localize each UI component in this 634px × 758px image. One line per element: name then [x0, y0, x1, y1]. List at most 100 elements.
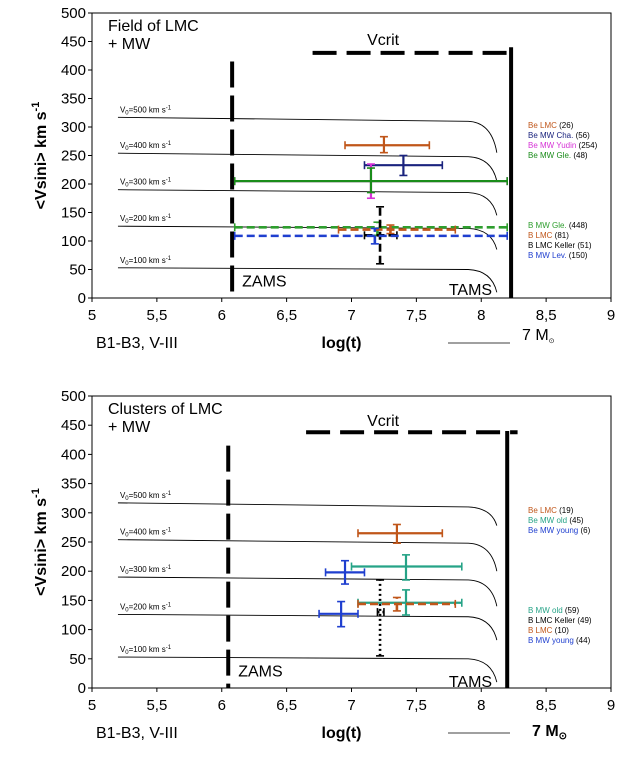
- evolution-track: [117, 116, 498, 153]
- vcrit-label: Vcrit: [367, 32, 400, 49]
- data-series: [376, 579, 385, 657]
- data-series: [350, 554, 463, 581]
- track-label-sup: -1: [166, 256, 172, 262]
- chart-panel-1: 0 50 100 150 200 250 300 350 400 450 500 5 5,5 6 6,5 7 7…: [30, 5, 615, 352]
- x-tick-label: 9: [607, 307, 615, 324]
- mass-legend-label: 7 M⊙: [522, 327, 555, 345]
- x-tick-label: 5: [88, 697, 96, 714]
- legend-entry-name: Be LMC: [528, 506, 557, 515]
- x-tick-label: 8: [477, 307, 485, 324]
- track-label-sub: 0: [125, 146, 129, 152]
- y-tick-label: 300: [61, 119, 86, 136]
- x-tick-label: 7: [347, 697, 355, 714]
- y-tick-label: 200: [61, 176, 86, 193]
- track-label-value: =200 km s: [129, 214, 166, 223]
- chart-panel-2: 0 50 100 150 200 250 300 350 400 450 500 5 5,5 6 6,5 7 7…: [30, 388, 615, 742]
- evolution-track: [117, 613, 498, 641]
- legend-entry-count: (6): [578, 526, 590, 535]
- mass-legend-text: 7 M: [532, 723, 559, 740]
- evolution-track: [117, 502, 498, 526]
- track-label: V0=200 km s-1: [120, 214, 172, 225]
- y-axis-label-sup: -1: [30, 488, 42, 498]
- y-tick-label: 450: [61, 417, 86, 434]
- legend-entry: B MW Lev. (150): [528, 251, 588, 260]
- track-label-value: =300 km s: [129, 178, 166, 187]
- legend-entry: Be LMC (26): [528, 121, 574, 130]
- track-label-sub: 0: [125, 607, 129, 613]
- track-label-value: =400 km s: [129, 528, 166, 537]
- track-label-sub: 0: [125, 219, 129, 225]
- track-label-v: V: [120, 105, 126, 114]
- track-label-sub: 0: [125, 533, 129, 539]
- x-tick-label: 5: [88, 307, 96, 324]
- mass-legend-sun-symbol: ⊙: [549, 338, 555, 345]
- evolution-track: [117, 576, 498, 607]
- legend-entry: B LMC (81): [528, 231, 569, 240]
- mass-legend-sun-symbol: ⊙: [559, 731, 567, 742]
- track-label: V0=200 km s-1: [120, 602, 172, 613]
- legend-entry-count: (26): [557, 121, 574, 130]
- legend-entry-count: (45): [567, 516, 584, 525]
- track-label-v: V: [120, 214, 126, 223]
- zams-label: ZAMS: [238, 663, 282, 680]
- track-label-value: =500 km s: [129, 105, 166, 114]
- bottom-left-label: B1-B3, V-III: [96, 725, 178, 742]
- x-tick-label: 6,5: [276, 307, 297, 324]
- y-axis-label-main: <Vsini> km s: [33, 111, 50, 209]
- mass-legend-label: 7 M⊙: [532, 723, 567, 742]
- panel-title-line1: Clusters of LMC: [108, 401, 223, 418]
- y-tick-label: 150: [61, 205, 86, 222]
- track-label-v: V: [120, 256, 126, 265]
- legend-entry-count: (81): [552, 231, 569, 240]
- legend-entry-name: B MW Lev.: [528, 251, 567, 260]
- legend-entry-count: (10): [552, 626, 569, 635]
- track-label-v: V: [120, 491, 126, 500]
- track-label-v: V: [120, 141, 126, 150]
- legend-entry-count: (51): [575, 241, 592, 250]
- track-label-sub: 0: [125, 496, 129, 502]
- x-tick-label: 6,5: [276, 697, 297, 714]
- panel-title-line2: + MW: [108, 36, 151, 53]
- track-label-v: V: [120, 565, 126, 574]
- track-label-sup: -1: [166, 214, 172, 220]
- x-tick-label: 8,5: [536, 307, 557, 324]
- bottom-left-label: B1-B3, V-III: [96, 335, 178, 352]
- panel-title-line2: + MW: [108, 419, 151, 436]
- y-tick-label: 350: [61, 91, 86, 108]
- y-tick-label: 50: [69, 651, 86, 668]
- evolution-track: [117, 267, 498, 293]
- legend-entry-name: B LMC: [528, 231, 553, 240]
- track-label-sup: -1: [166, 141, 172, 147]
- legend-entry: Be MW Cha. (56): [528, 131, 590, 140]
- x-axis-label: log(t): [322, 335, 362, 352]
- x-tick-label: 6: [218, 307, 226, 324]
- y-tick-label: 350: [61, 476, 86, 493]
- legend-entry-count: (448): [567, 221, 588, 230]
- legend-entry-count: (49): [575, 616, 592, 625]
- y-tick-label: 500: [61, 388, 86, 405]
- tams-label: TAMS: [449, 282, 492, 299]
- y-tick-label: 100: [61, 622, 86, 639]
- track-label-v: V: [120, 602, 126, 611]
- y-tick-label: 450: [61, 34, 86, 51]
- track-label-value: =500 km s: [129, 491, 166, 500]
- legend-entry-name: B MW young: [528, 636, 574, 645]
- track-label-sub: 0: [125, 650, 129, 656]
- track-label-sub: 0: [125, 261, 129, 267]
- y-tick-label: 150: [61, 592, 86, 609]
- data-series: [363, 154, 444, 177]
- tams-label: TAMS: [449, 674, 492, 691]
- y-tick-label: 300: [61, 505, 86, 522]
- y-tick-label: 50: [69, 262, 86, 279]
- y-axis-label: <Vsini> km s-1: [30, 488, 50, 596]
- y-axis-label-main: <Vsini> km s: [33, 498, 50, 596]
- legend-entry-count: (19): [557, 506, 574, 515]
- track-label: V0=400 km s-1: [120, 528, 172, 539]
- legend-entry: Be MW Gle. (48): [528, 151, 588, 160]
- y-axis-label: <Vsini> km s-1: [30, 102, 50, 210]
- legend-entry-name: B LMC Keller: [528, 616, 575, 625]
- data-series: [233, 167, 509, 194]
- track-label-sup: -1: [166, 178, 172, 184]
- y-tick-label: 0: [78, 290, 86, 307]
- evolution-track: [117, 189, 498, 216]
